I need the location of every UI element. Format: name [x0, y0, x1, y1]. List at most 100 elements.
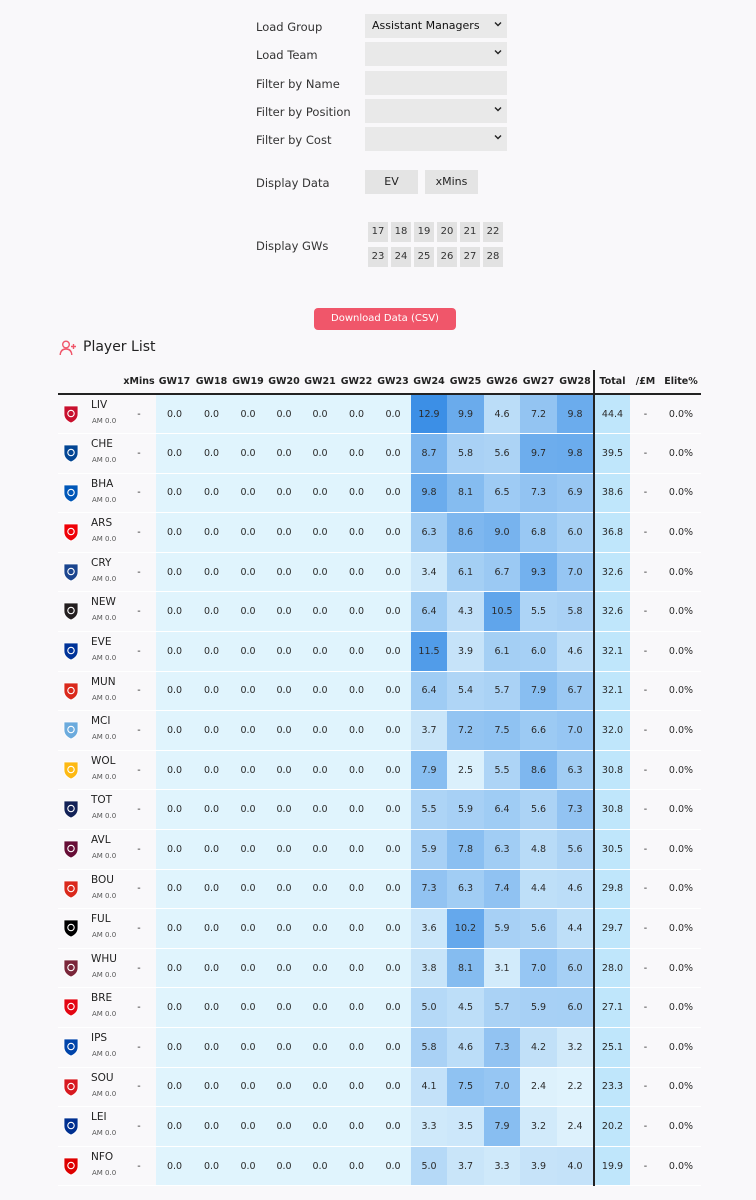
gw-button-19[interactable]: 19 — [414, 222, 434, 242]
table-row[interactable]: FUL AM 0.0-0.0 0.0 0.0 0.0 0.0 0.0 0.0 3.6 10.2 5.… — [58, 908, 701, 949]
team-cell[interactable]: MUN AM 0.0 — [58, 671, 122, 712]
team-cell[interactable]: AVL AM 0.0 — [58, 829, 122, 870]
gw-value-cell: 0.0 — [193, 1146, 230, 1187]
gw-value-cell: 6.0 — [557, 512, 594, 553]
team-cell[interactable]: FUL AM 0.0 — [58, 908, 122, 949]
ev-button[interactable]: EV — [365, 170, 418, 194]
chevron-down-icon — [494, 22, 502, 27]
gw-value-cell: 0.0 — [302, 1027, 338, 1068]
total-cell: 36.8 — [593, 512, 630, 553]
column-header-gw18[interactable]: GW18 — [193, 370, 230, 395]
column-header-total[interactable]: Total — [593, 370, 630, 395]
table-row[interactable]: WOL AM 0.0-0.0 0.0 0.0 0.0 0.0 0.0 0.0 7.9 2.5 5.5… — [58, 750, 701, 791]
gw-button-25[interactable]: 25 — [414, 247, 434, 267]
gw-value-cell: 0.0 — [302, 908, 338, 949]
table-row[interactable]: NEW AM 0.0-0.0 0.0 0.0 0.0 0.0 0.0 0.0 6.4 4.3 10.… — [58, 591, 701, 633]
table-row[interactable]: BOU AM 0.0-0.0 0.0 0.0 0.0 0.0 0.0 0.0 7.3 6.3 7.4… — [58, 869, 701, 910]
team-cell[interactable]: ARS AM 0.0 — [58, 512, 122, 553]
table-row[interactable]: CRY AM 0.0-0.0 0.0 0.0 0.0 0.0 0.0 0.0 3.4 6.1 6.7… — [58, 552, 701, 593]
column-header-gw20[interactable]: GW20 — [266, 370, 302, 395]
column-header-gw23[interactable]: GW23 — [375, 370, 411, 395]
column-header-gw28[interactable]: GW28 — [557, 370, 594, 395]
table-row[interactable]: AVL AM 0.0-0.0 0.0 0.0 0.0 0.0 0.0 0.0 5.9 7.8 6.3… — [58, 829, 701, 870]
club-crest-icon — [63, 642, 79, 661]
gw-button-24[interactable]: 24 — [391, 247, 411, 267]
gw-value-cell: 6.3 — [447, 869, 484, 910]
total-cell: 30.5 — [593, 829, 630, 870]
gw-button-20[interactable]: 20 — [437, 222, 457, 242]
column-header-gw27[interactable]: GW27 — [520, 370, 557, 395]
filter-name-input[interactable] — [365, 71, 507, 95]
table-row[interactable]: WHU AM 0.0-0.0 0.0 0.0 0.0 0.0 0.0 0.0 3.8 8.1 3.1… — [58, 948, 701, 989]
team-cell[interactable]: TOT AM 0.0 — [58, 789, 122, 831]
gw-button-23[interactable]: 23 — [368, 247, 388, 267]
team-code: FUL — [91, 913, 111, 926]
team-cell[interactable]: CHE AM 0.0 — [58, 433, 122, 474]
team-cell[interactable]: LIV AM 0.0 — [58, 394, 122, 435]
team-cell[interactable]: BHA AM 0.0 — [58, 473, 122, 514]
gw-value-cell: 3.6 — [411, 908, 447, 949]
team-cell[interactable]: SOU AM 0.0 — [58, 1067, 122, 1108]
column-header-m[interactable]: /£M — [630, 370, 661, 395]
load-team-select[interactable] — [365, 42, 507, 66]
filter-cost-select[interactable] — [365, 127, 507, 151]
column-header-gw21[interactable]: GW21 — [302, 370, 338, 395]
gw-value-cell: 0.0 — [230, 987, 266, 1028]
table-row[interactable]: BRE AM 0.0-0.0 0.0 0.0 0.0 0.0 0.0 0.0 5.0 4.5 5.7… — [58, 987, 701, 1028]
table-row[interactable]: LIV AM 0.0-0.0 0.0 0.0 0.0 0.0 0.0 0.0 12.9 9.9 4.… — [58, 394, 701, 435]
gw-button-17[interactable]: 17 — [368, 222, 388, 242]
team-cell[interactable]: CRY AM 0.0 — [58, 552, 122, 593]
table-row[interactable]: LEI AM 0.0-0.0 0.0 0.0 0.0 0.0 0.0 0.0 3.3 3.5 7.9… — [58, 1106, 701, 1147]
team-cell[interactable]: IPS AM 0.0 — [58, 1027, 122, 1068]
column-header-gw26[interactable]: GW26 — [484, 370, 520, 395]
column-header-xmins[interactable]: xMins — [122, 370, 156, 395]
team-cell[interactable]: WOL AM 0.0 — [58, 750, 122, 791]
xmins-cell: - — [122, 631, 156, 672]
team-subtext: AM 0.0 — [92, 693, 117, 702]
gw-button-18[interactable]: 18 — [391, 222, 411, 242]
table-row[interactable]: TOT AM 0.0-0.0 0.0 0.0 0.0 0.0 0.0 0.0 5.5 5.9 6.4… — [58, 789, 701, 831]
column-header-gw25[interactable]: GW25 — [447, 370, 484, 395]
team-cell[interactable]: BRE AM 0.0 — [58, 987, 122, 1028]
gw-button-26[interactable]: 26 — [437, 247, 457, 267]
table-row[interactable]: MCI AM 0.0-0.0 0.0 0.0 0.0 0.0 0.0 0.0 3.7 7.2 7.5… — [58, 710, 701, 751]
column-header-gw22[interactable]: GW22 — [338, 370, 375, 395]
table-row[interactable]: NFO AM 0.0-0.0 0.0 0.0 0.0 0.0 0.0 0.0 5.0 3.7 3.3… — [58, 1146, 701, 1187]
team-cell[interactable]: WHU AM 0.0 — [58, 948, 122, 989]
gw-button-21[interactable]: 21 — [460, 222, 480, 242]
table-row[interactable]: EVE AM 0.0-0.0 0.0 0.0 0.0 0.0 0.0 0.0 11.5 3.9 6.… — [58, 631, 701, 672]
gw-value-cell: 4.2 — [520, 1027, 557, 1068]
team-cell[interactable]: MCI AM 0.0 — [58, 710, 122, 751]
team-cell[interactable]: NFO AM 0.0 — [58, 1146, 122, 1187]
table-row[interactable]: IPS AM 0.0-0.0 0.0 0.0 0.0 0.0 0.0 0.0 5.8 4.6 7.3… — [58, 1027, 701, 1068]
team-cell[interactable]: BOU AM 0.0 — [58, 869, 122, 910]
column-header-gw24[interactable]: GW24 — [411, 370, 447, 395]
gw-value-cell: 4.1 — [411, 1067, 447, 1108]
table-row[interactable]: ARS AM 0.0-0.0 0.0 0.0 0.0 0.0 0.0 0.0 6.3 8.6 9.0… — [58, 512, 701, 553]
table-row[interactable]: CHE AM 0.0-0.0 0.0 0.0 0.0 0.0 0.0 0.0 8.7 5.8 5.6… — [58, 433, 701, 474]
download-csv-button[interactable]: Download Data (CSV) — [314, 308, 456, 330]
gw-button-28[interactable]: 28 — [483, 247, 503, 267]
team-cell[interactable]: LEI AM 0.0 — [58, 1106, 122, 1147]
xmins-button[interactable]: xMins — [425, 170, 478, 194]
team-cell[interactable]: EVE AM 0.0 — [58, 631, 122, 672]
gw-button-27[interactable]: 27 — [460, 247, 480, 267]
load-group-select[interactable]: Assistant Managers — [365, 14, 507, 38]
team-cell[interactable]: NEW AM 0.0 — [58, 591, 122, 633]
filter-position-select[interactable] — [365, 99, 507, 123]
gw-value-cell: 0.0 — [266, 512, 302, 553]
table-row[interactable]: BHA AM 0.0-0.0 0.0 0.0 0.0 0.0 0.0 0.0 9.8 8.1 6.5… — [58, 473, 701, 514]
gw-value-cell: 0.0 — [302, 789, 338, 831]
table-row[interactable]: MUN AM 0.0-0.0 0.0 0.0 0.0 0.0 0.0 0.0 6.4 5.4 5.7… — [58, 671, 701, 712]
table-row[interactable]: SOU AM 0.0-0.0 0.0 0.0 0.0 0.0 0.0 0.0 4.1 7.5 7.0… — [58, 1067, 701, 1108]
display-data-label: Display Data — [256, 176, 330, 190]
gw-value-cell: 6.3 — [411, 512, 447, 553]
column-header-gw19[interactable]: GW19 — [230, 370, 266, 395]
gw-button-22[interactable]: 22 — [483, 222, 503, 242]
table-body: LIV AM 0.0-0.0 0.0 0.0 0.0 0.0 0.0 0.0 12.9 9.9 4.… — [58, 394, 701, 1187]
gw-value-cell: 0.0 — [156, 433, 193, 474]
column-header-elite[interactable]: Elite% — [661, 370, 701, 395]
gw-value-cell: 0.0 — [375, 829, 411, 870]
column-header-gw17[interactable]: GW17 — [156, 370, 193, 395]
gw-value-cell: 7.0 — [557, 710, 594, 751]
